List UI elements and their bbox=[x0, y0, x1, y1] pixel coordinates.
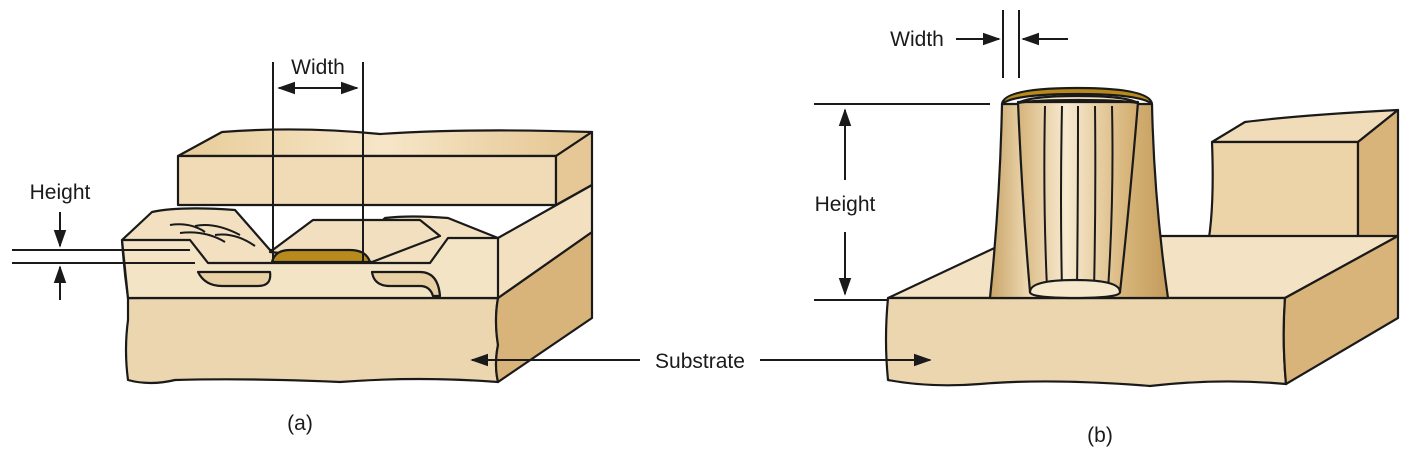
figure-a: Width Height (a) bbox=[12, 56, 594, 435]
width-dimension-a: Width bbox=[272, 56, 364, 262]
substrate-callout: Substrate bbox=[470, 350, 932, 373]
height-label-a: Height bbox=[30, 181, 91, 204]
height-label-b: Height bbox=[815, 193, 876, 216]
width-dimension-b: Width bbox=[890, 10, 1068, 78]
width-label-a: Width bbox=[291, 56, 345, 79]
substrate-label: Substrate bbox=[655, 350, 745, 373]
caption-b: (b) bbox=[1087, 424, 1113, 447]
pillar-cap bbox=[1000, 86, 1154, 106]
upper-block bbox=[176, 128, 594, 207]
substrate-block-b bbox=[884, 234, 1400, 388]
substrate-block-a bbox=[124, 230, 594, 385]
height-dimension-a: Height bbox=[12, 181, 195, 300]
deposited-feature-a bbox=[270, 248, 372, 264]
figure-b: Width Height (b) bbox=[814, 10, 1400, 447]
pillar bbox=[988, 86, 1170, 300]
thin-film-layer bbox=[120, 183, 594, 300]
ridge-feature bbox=[268, 218, 442, 264]
height-dimension-b: Height bbox=[814, 103, 990, 301]
back-block bbox=[1203, 108, 1400, 260]
caption-a: (a) bbox=[287, 412, 313, 435]
width-label-b: Width bbox=[890, 28, 944, 51]
